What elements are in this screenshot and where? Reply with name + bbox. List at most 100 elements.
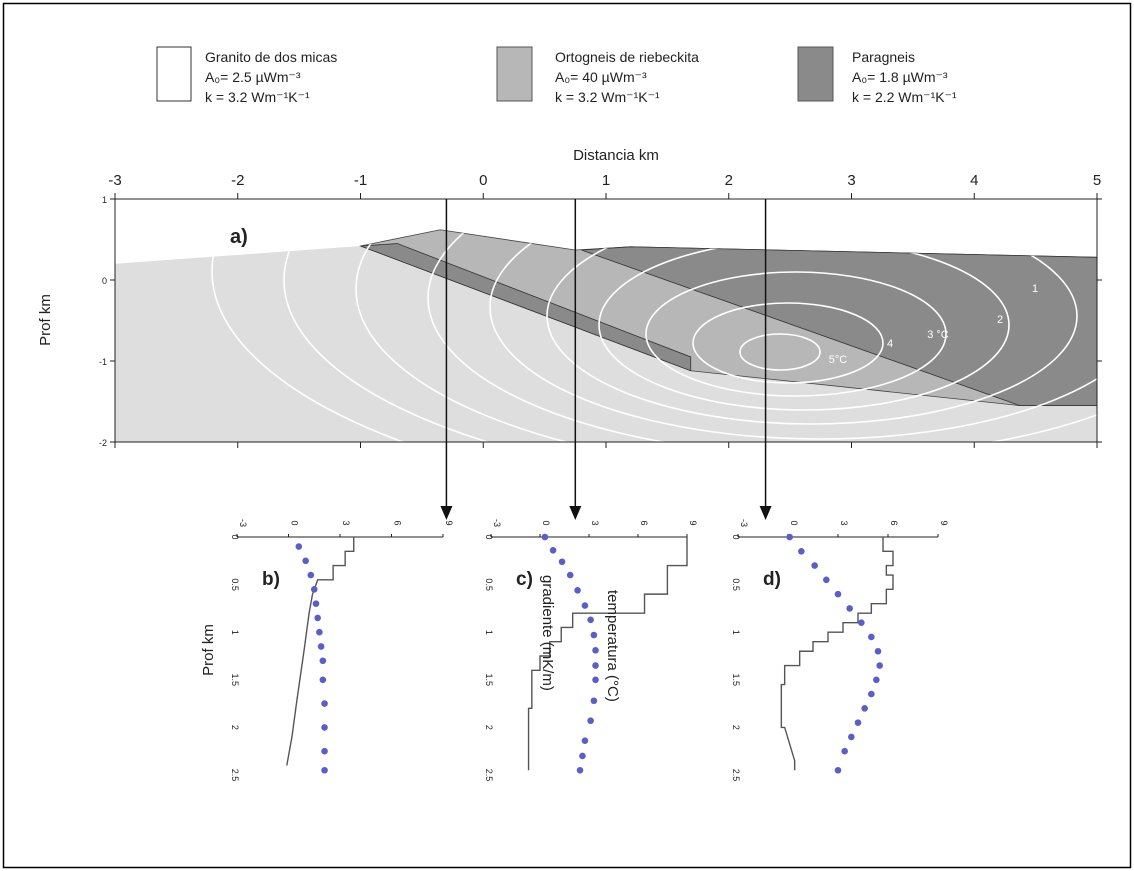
y-tick-label: 2.5 — [230, 769, 240, 782]
temperature-dot — [313, 600, 320, 607]
temperature-dot — [582, 737, 589, 744]
x-tick-label: 0 — [541, 520, 551, 525]
temperature-dot — [591, 697, 598, 704]
temperature-dot — [559, 558, 566, 565]
y-tick-label: 1 — [230, 630, 240, 635]
y-tick-label: 1 — [731, 630, 741, 635]
legend-swatch — [157, 47, 191, 101]
x-axis-label: Distancia km — [573, 147, 659, 164]
y-axis-label: Prof km — [37, 294, 54, 346]
x-tick-label: 6 — [639, 520, 649, 525]
temperature-dot — [868, 691, 875, 698]
y-tick-label: 0 — [731, 534, 741, 539]
legend-name: Ortogneis de riebeckita — [555, 49, 699, 65]
temperature-dot — [320, 677, 327, 684]
temperature-dot — [855, 719, 862, 726]
temperature-dot — [868, 634, 875, 641]
x-tick-label: 4 — [970, 172, 978, 189]
y-tick-label: 0 — [484, 534, 494, 539]
x-tick-label: 0 — [789, 520, 799, 525]
y-tick-label: 0 — [102, 276, 107, 286]
y-tick-label: 0.5 — [484, 578, 494, 591]
isotherm-label: 1 — [1032, 283, 1038, 295]
y-axis-label: Prof km — [200, 624, 217, 676]
temperature-dot — [321, 724, 328, 731]
y-tick-label: 1.5 — [731, 674, 741, 687]
temperature-dot — [846, 605, 853, 612]
x-tick-label: 3 — [839, 520, 849, 525]
x-tick-label: -3 — [238, 519, 248, 527]
temperature-dot — [861, 705, 868, 712]
legend-conductivity: k = 3.2 Wm⁻¹K⁻¹ — [205, 89, 310, 105]
temperature-dot — [316, 629, 323, 636]
legend-conductivity: k = 3.2 Wm⁻¹K⁻¹ — [555, 89, 660, 105]
x-tick-label: 2 — [725, 172, 733, 189]
x-tick-label: 0 — [479, 172, 487, 189]
temperature-dot — [841, 748, 848, 755]
isotherm-label: 3 °C — [927, 329, 949, 341]
temperature-dot — [567, 572, 574, 579]
temperature-dot — [823, 577, 830, 584]
temperature-dot — [314, 615, 321, 622]
y-tick-label: -2 — [99, 438, 107, 448]
y-tick-label: 0.5 — [230, 578, 240, 591]
isotherm-label: 4 — [887, 338, 893, 350]
temperature-dot — [587, 717, 594, 724]
temperature-dot — [873, 677, 880, 684]
y-tick-label: 0.5 — [731, 578, 741, 591]
temperature-dot — [858, 619, 865, 626]
legend-name: Granito de dos micas — [205, 49, 337, 65]
x-tick-label: 3 — [590, 520, 600, 525]
temperature-dot — [848, 734, 855, 741]
panel-label: b) — [262, 569, 280, 590]
temperature-dot — [582, 602, 589, 609]
x-tick-label: 3 — [847, 172, 855, 189]
legend-conductivity: k = 2.2 Wm⁻¹K⁻¹ — [852, 89, 957, 105]
y-tick-label: 2 — [731, 725, 741, 730]
temperature-dot — [550, 547, 557, 554]
temperature-dot — [320, 657, 327, 664]
x-tick-label: 6 — [393, 520, 403, 525]
temperature-dot — [579, 753, 586, 760]
x-tick-label: -3 — [108, 172, 121, 189]
temperature-dot — [786, 534, 793, 541]
temperature-dot — [321, 700, 328, 707]
temperature-dot — [592, 677, 599, 684]
temperature-dot — [835, 591, 842, 598]
temperature-dot — [876, 662, 883, 669]
gradient-label: gradiente (mK/m) — [539, 575, 556, 691]
temperature-label: temperatura (°C) — [604, 590, 621, 702]
legend-heat: A₀= 1.8 µWm⁻³ — [852, 69, 948, 85]
x-tick-label: 3 — [341, 520, 351, 525]
y-tick-label: 2 — [230, 725, 240, 730]
panel-label: a) — [230, 226, 248, 248]
temperature-dot — [591, 632, 598, 639]
x-tick-label: 9 — [444, 520, 454, 525]
temperature-dot — [321, 748, 328, 755]
temperature-dot — [577, 767, 584, 774]
y-tick-label: 0 — [230, 534, 240, 539]
y-tick-label: 1 — [102, 195, 107, 205]
x-tick-label: -3 — [739, 519, 749, 527]
legend-heat: A₀= 40 µWm⁻³ — [555, 69, 647, 85]
temperature-dot — [574, 587, 581, 594]
temperature-dot — [302, 558, 309, 565]
y-tick-label: 1.5 — [230, 674, 240, 687]
x-tick-label: 1 — [602, 172, 610, 189]
x-tick-label: 6 — [889, 520, 899, 525]
x-tick-label: -2 — [231, 172, 244, 189]
legend-name: Paragneis — [852, 49, 915, 65]
temperature-dot — [311, 586, 318, 593]
temperature-dot — [321, 767, 328, 774]
figure: Granito de dos micas A₀= 2.5 µWm⁻³ k = 3.2… — [0, 0, 1134, 871]
x-tick-label: 0 — [290, 520, 300, 525]
temperature-dot — [308, 572, 315, 579]
temperature-dot — [587, 617, 594, 624]
temperature-dot — [296, 543, 303, 550]
x-tick-label: 9 — [939, 520, 949, 525]
panel-label: c) — [516, 569, 533, 590]
temperature-dot — [811, 562, 818, 569]
legend-heat: A₀= 2.5 µWm⁻³ — [205, 69, 301, 85]
temperature-dot — [542, 534, 549, 541]
y-tick-label: -1 — [99, 357, 107, 367]
